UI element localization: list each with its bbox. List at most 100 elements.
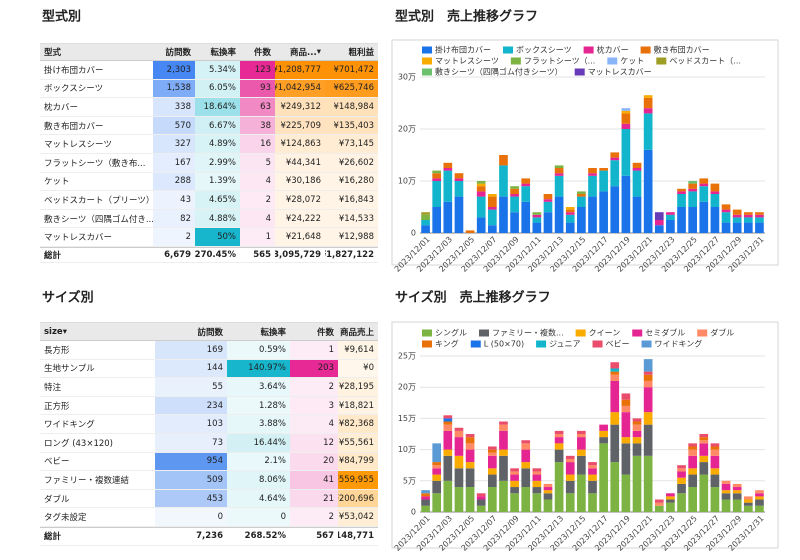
bar-segment <box>565 480 575 494</box>
table-cell: フラットシーツ（敷き布... <box>40 154 153 173</box>
bar-segment <box>621 110 631 114</box>
bar-segment <box>688 487 698 512</box>
table-cell[interactable]: 型式 <box>40 44 153 61</box>
table-cell: 2,303 <box>153 61 195 80</box>
bar-segment <box>743 502 753 506</box>
bar-segment <box>454 468 464 488</box>
bar-segment <box>443 418 453 422</box>
bar-segment <box>688 468 698 475</box>
bar-segment <box>688 455 698 469</box>
table-cell: ワイドキング <box>40 415 155 434</box>
bar-segment <box>521 443 531 450</box>
table-cell[interactable]: 訪問数 <box>153 44 195 61</box>
bar-segment <box>532 214 542 218</box>
table-cell[interactable]: 件数 <box>240 44 275 61</box>
table-cell: ¥3,095,729 <box>275 246 325 263</box>
bar-segment <box>632 418 642 422</box>
table-cell: ¥24,222 <box>275 209 325 229</box>
bar-segment <box>710 446 720 450</box>
legend-swatch <box>656 57 667 65</box>
bar-segment <box>710 183 720 192</box>
bar-segment <box>755 214 764 218</box>
table-cell: 169 <box>155 341 227 360</box>
bar-segment <box>588 168 597 174</box>
legend-item: ファミリー・複数... <box>479 328 564 338</box>
bar-segment <box>721 499 731 512</box>
bar-segment <box>588 493 597 512</box>
bar-segment <box>476 217 486 233</box>
bar-segment <box>588 480 597 494</box>
bar-segment <box>443 430 453 450</box>
bar-segment <box>688 443 698 447</box>
bar-segment <box>510 471 519 475</box>
bar-segment <box>487 225 497 233</box>
legend-label: ベビー <box>606 340 630 349</box>
bar-segment <box>577 434 586 438</box>
table-cell[interactable]: 粗利益 <box>325 44 378 61</box>
bar-segment <box>554 434 564 438</box>
table-cell: ¥28,195 <box>338 378 378 397</box>
bar-segment <box>510 487 519 494</box>
table-cell: 268.52% <box>227 526 290 546</box>
bar-segment <box>743 214 753 218</box>
legend-label: キング <box>435 339 459 349</box>
bar-segment <box>543 194 553 200</box>
bar-segment <box>532 212 542 215</box>
table-cell[interactable]: 件数 <box>290 323 338 341</box>
bar-segment <box>732 483 742 488</box>
bar-segment <box>632 430 642 438</box>
bar-segment <box>732 493 742 500</box>
table-cell[interactable]: 訪問数 <box>155 323 227 341</box>
table-cell: ¥625,746 <box>325 79 378 99</box>
bar-segment <box>621 405 631 413</box>
bar-segment <box>588 173 597 176</box>
bar-segment <box>487 196 497 207</box>
bar-segment <box>621 123 631 129</box>
table-cell[interactable]: 商品売上 <box>338 323 378 341</box>
bar-segment <box>721 204 731 210</box>
bar-segment <box>621 113 631 124</box>
bar-segment <box>476 186 486 192</box>
bar-segment <box>577 474 586 512</box>
table-cell: 特注 <box>40 378 155 397</box>
bar-segment <box>588 175 597 197</box>
table-cell: 16 <box>240 135 275 154</box>
bar-segment <box>732 222 742 233</box>
legend-label: ケット <box>620 57 644 66</box>
table-cell: 2 <box>153 228 195 247</box>
y-tick-label: 15万 <box>398 414 416 423</box>
bar-segment <box>610 152 620 158</box>
bar-segment <box>554 462 564 512</box>
table-cell: 3.64% <box>227 378 290 397</box>
table-cell: 55 <box>155 378 227 397</box>
table-cell: 2.1% <box>227 452 290 472</box>
bar-segment <box>454 487 464 512</box>
bar-segment <box>443 455 453 481</box>
bar-segment <box>454 427 464 431</box>
table-cell: ¥30,186 <box>275 172 325 192</box>
bar-segment <box>565 493 575 512</box>
bar-segment <box>654 220 664 226</box>
table-cell[interactable]: 転換率 <box>227 323 290 341</box>
y-tick-label: 10万 <box>398 177 416 186</box>
table-cell[interactable]: 商品... <box>275 44 325 61</box>
legend-label: 敷き布団カバー <box>654 45 710 55</box>
bar-segment <box>432 468 442 475</box>
bar-segment <box>476 496 486 500</box>
bar-segment <box>588 196 597 233</box>
table: 型式訪問数転換率件数商品...粗利益掛け布団カバー2,3035.34%123¥1… <box>40 43 378 263</box>
bar-segment <box>521 178 531 184</box>
bar-segment <box>743 496 753 500</box>
bar-segment <box>599 424 608 431</box>
bar-segment <box>510 474 519 481</box>
bar-segment <box>610 371 620 375</box>
bar-segment <box>465 462 475 469</box>
table-cell: 270.45% <box>195 246 240 263</box>
table-cell[interactable]: 転換率 <box>195 44 240 61</box>
bar-segment <box>565 474 575 481</box>
bar-segment <box>443 424 453 431</box>
table-cell: ¥26,602 <box>325 153 378 173</box>
table-cell[interactable]: size <box>40 323 155 341</box>
bar-segment <box>654 225 664 233</box>
table-cell: ¥53,042 <box>338 508 378 527</box>
